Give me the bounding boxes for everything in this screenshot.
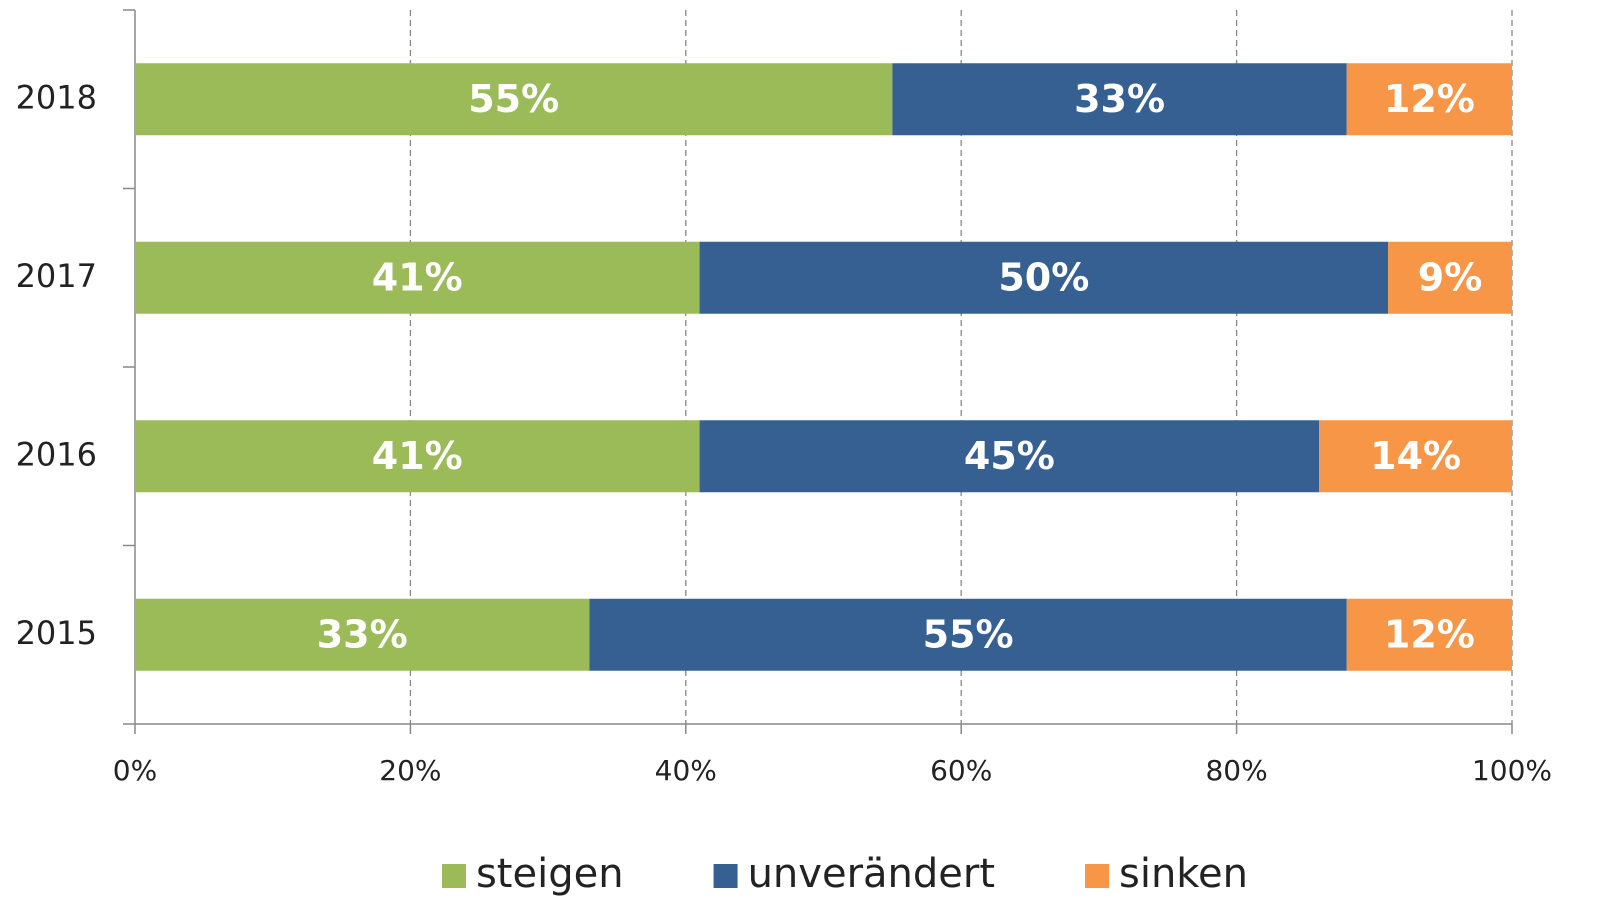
value-label: 12% bbox=[1384, 77, 1475, 121]
y-tick-label: 2018 bbox=[16, 78, 97, 116]
y-tick-label: 2015 bbox=[16, 614, 97, 652]
bar-segment bbox=[699, 241, 1389, 314]
x-tick-label: 60% bbox=[930, 754, 992, 787]
bar-segment bbox=[1388, 241, 1512, 314]
bar-segment bbox=[135, 420, 700, 493]
value-label: 12% bbox=[1384, 612, 1475, 656]
legend-swatch bbox=[441, 864, 466, 888]
value-label: 41% bbox=[372, 434, 463, 478]
bar-segment bbox=[135, 63, 893, 136]
value-label: 14% bbox=[1370, 434, 1461, 478]
y-tick-label: 2016 bbox=[16, 435, 97, 473]
legend-swatch bbox=[713, 864, 738, 888]
x-tick-label: 40% bbox=[655, 754, 717, 787]
legend-swatch bbox=[1085, 864, 1110, 888]
bar-segment bbox=[1346, 63, 1512, 136]
bar-segment bbox=[1346, 598, 1512, 671]
x-tick-label: 100% bbox=[1472, 754, 1552, 787]
value-label: 50% bbox=[998, 255, 1089, 299]
value-label: 55% bbox=[923, 612, 1014, 656]
bar-segment bbox=[135, 598, 590, 671]
value-label: 45% bbox=[964, 434, 1055, 478]
bar-segment bbox=[699, 420, 1320, 493]
legend-label: steigen bbox=[476, 851, 624, 897]
bar-segment bbox=[892, 63, 1347, 136]
bar-segment bbox=[135, 241, 700, 314]
bar-segment bbox=[589, 598, 1347, 671]
bar-segment bbox=[1319, 420, 1512, 493]
value-label: 9% bbox=[1418, 255, 1483, 299]
legend-label: sinken bbox=[1119, 851, 1248, 897]
x-tick-label: 80% bbox=[1205, 754, 1267, 787]
x-tick-label: 20% bbox=[379, 754, 441, 787]
x-tick-label: 0% bbox=[113, 754, 157, 787]
y-tick-label: 2017 bbox=[16, 257, 97, 295]
value-label: 33% bbox=[317, 612, 408, 656]
value-label: 41% bbox=[372, 255, 463, 299]
value-label: 55% bbox=[468, 77, 559, 121]
value-label: 33% bbox=[1074, 77, 1165, 121]
legend-label: unverändert bbox=[748, 851, 995, 897]
